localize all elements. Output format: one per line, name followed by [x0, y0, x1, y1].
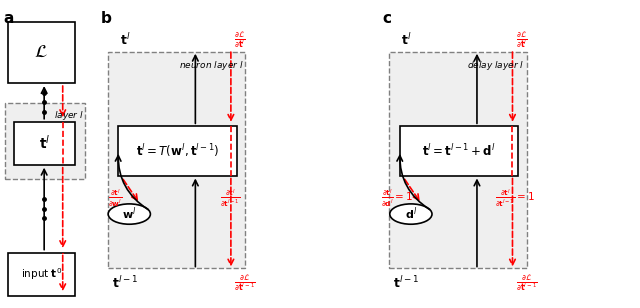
Text: $\frac{\partial \mathbf{t}^l}{\partial \mathbf{w}^l}$: $\frac{\partial \mathbf{t}^l}{\partial \… [108, 188, 122, 209]
Text: $\mathbf{w}^l$: $\mathbf{w}^l$ [122, 206, 136, 222]
FancyBboxPatch shape [14, 122, 75, 165]
Text: b: b [101, 11, 112, 26]
Text: $\mathbf{d}^l$: $\mathbf{d}^l$ [404, 206, 417, 222]
Text: $\mathbf{t}^l$: $\mathbf{t}^l$ [120, 32, 130, 48]
FancyBboxPatch shape [400, 126, 518, 176]
Text: $\mathbf{t}^l = \mathbf{t}^{l-1} + \mathbf{d}^l$: $\mathbf{t}^l = \mathbf{t}^{l-1} + \math… [422, 143, 496, 159]
Text: $\mathcal{L}$: $\mathcal{L}$ [35, 43, 48, 61]
Text: c: c [383, 11, 392, 26]
Text: $\frac{\partial \mathcal{L}}{\partial \mathbf{t}^{l-1}}$: $\frac{\partial \mathcal{L}}{\partial \m… [516, 274, 538, 293]
Text: layer $l$: layer $l$ [54, 109, 84, 122]
Text: $\frac{\partial \mathbf{t}^l}{\partial \mathbf{d}^l} = 1$: $\frac{\partial \mathbf{t}^l}{\partial \… [381, 188, 413, 209]
Text: $\frac{\partial \mathbf{t}^l}{\partial \mathbf{t}^{l-1}} = 1$: $\frac{\partial \mathbf{t}^l}{\partial \… [495, 188, 535, 209]
Text: $\frac{\partial \mathcal{L}}{\partial \mathbf{t}^l}$: $\frac{\partial \mathcal{L}}{\partial \m… [234, 30, 246, 50]
Text: $\mathbf{t}^l = T(\mathbf{w}^l, \mathbf{t}^{l-1})$: $\mathbf{t}^l = T(\mathbf{w}^l, \mathbf{… [136, 143, 220, 159]
Text: $\frac{\partial \mathcal{L}}{\partial \mathbf{t}^{l-1}}$: $\frac{\partial \mathcal{L}}{\partial \m… [234, 274, 256, 293]
FancyBboxPatch shape [8, 253, 75, 296]
Text: neuron layer $l$: neuron layer $l$ [179, 59, 243, 71]
Text: $\mathbf{t}^{l-1}$: $\mathbf{t}^{l-1}$ [394, 275, 419, 291]
Circle shape [390, 204, 432, 224]
Text: $\mathbf{t}^l$: $\mathbf{t}^l$ [39, 134, 50, 152]
Text: $\frac{\partial \mathcal{L}}{\partial \mathbf{t}^l}$: $\frac{\partial \mathcal{L}}{\partial \m… [516, 30, 527, 50]
Text: $\mathbf{t}^l$: $\mathbf{t}^l$ [401, 32, 412, 48]
Text: $\mathbf{t}^{l-1}$: $\mathbf{t}^{l-1}$ [112, 275, 138, 291]
FancyBboxPatch shape [108, 52, 245, 268]
Text: input $\mathbf{t}^0$: input $\mathbf{t}^0$ [20, 266, 62, 282]
FancyBboxPatch shape [8, 22, 75, 83]
Circle shape [108, 204, 150, 224]
FancyBboxPatch shape [5, 103, 85, 179]
FancyBboxPatch shape [389, 52, 527, 268]
Text: delay layer $l$: delay layer $l$ [467, 59, 525, 71]
FancyBboxPatch shape [118, 126, 237, 176]
Text: $\frac{\partial \mathbf{t}^l}{\partial \mathbf{t}^{l-1}}$: $\frac{\partial \mathbf{t}^l}{\partial \… [220, 188, 241, 209]
Text: a: a [3, 11, 13, 26]
